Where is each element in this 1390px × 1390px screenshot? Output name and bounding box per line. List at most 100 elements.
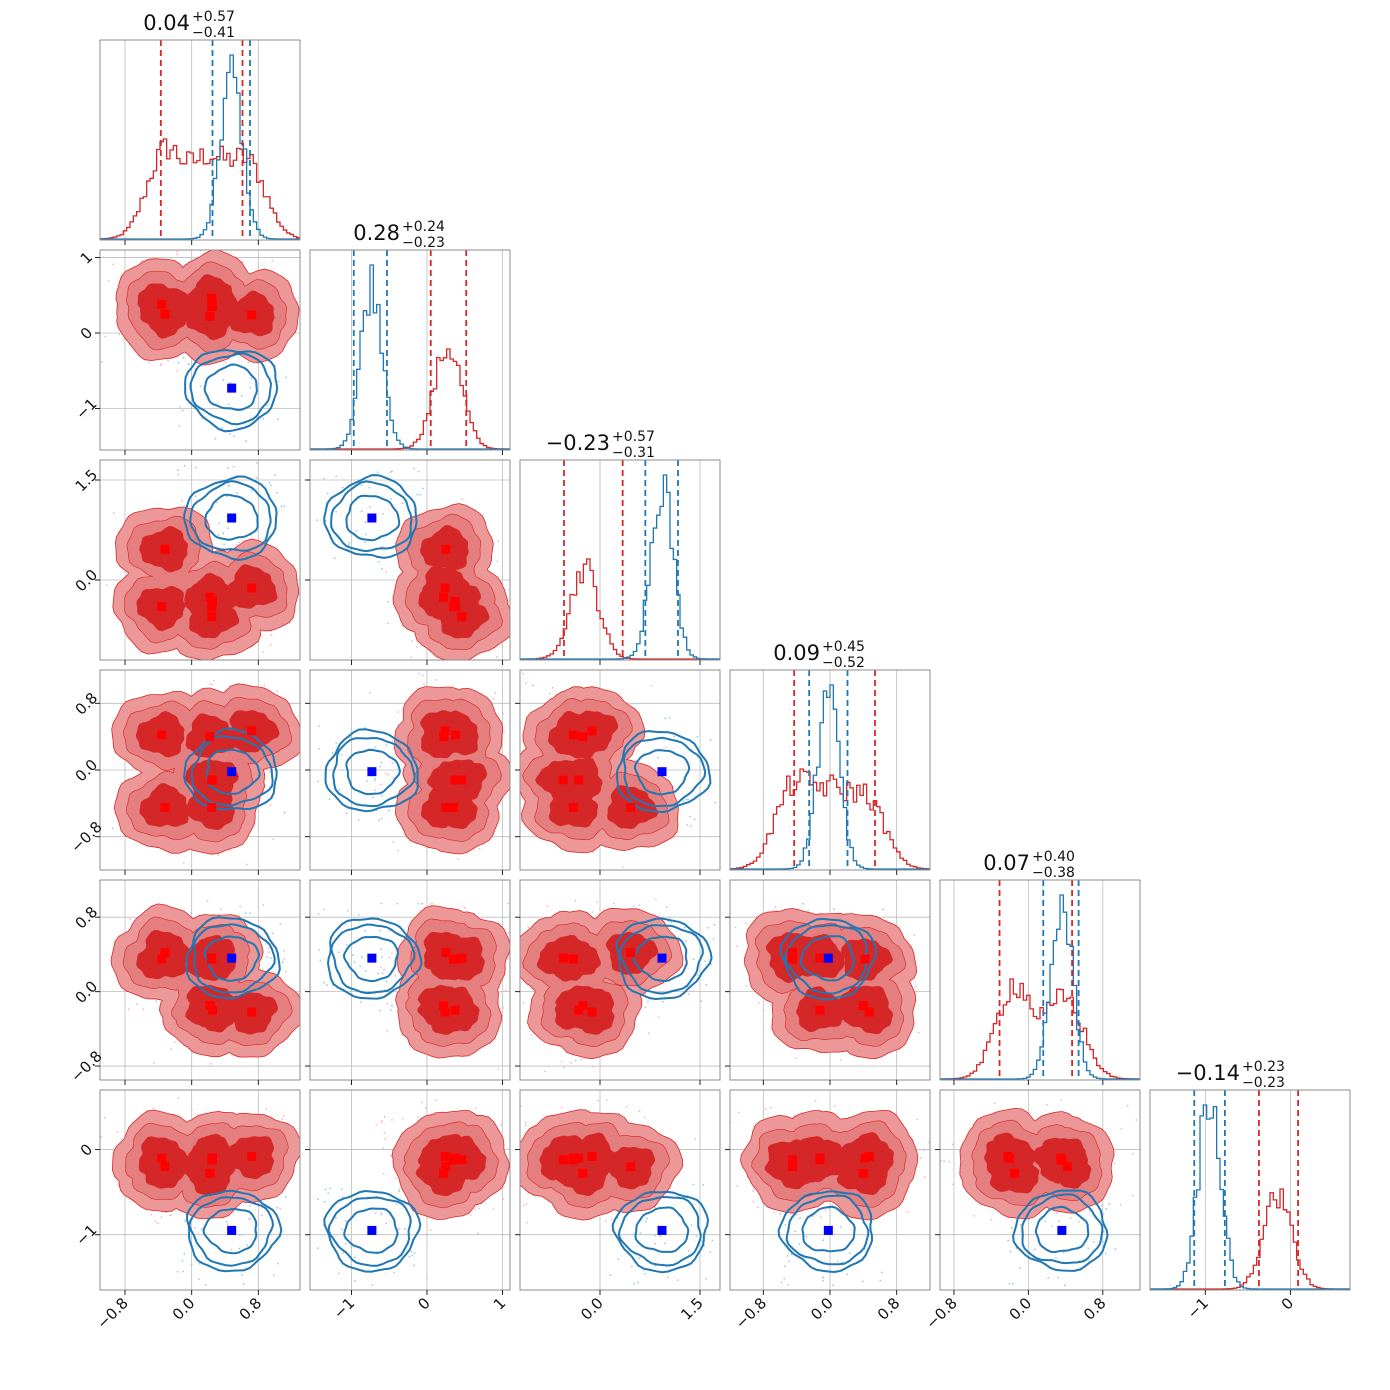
blue-sample-dot xyxy=(692,958,695,961)
blue-sample-dot xyxy=(402,502,404,505)
blue-sample-dot xyxy=(647,1000,649,1003)
scatter-panel-3-0 xyxy=(100,670,300,870)
red-sample-dot xyxy=(241,539,243,542)
blue-sample-dot xyxy=(1114,1248,1117,1250)
blue-sample-dot xyxy=(839,1226,842,1229)
blue-sample-dot xyxy=(417,902,420,905)
red-marker xyxy=(205,1168,215,1178)
x-tick-label: 0.8 xyxy=(1080,1294,1110,1324)
blue-contour-outer xyxy=(779,917,878,1001)
red-sample-dot xyxy=(973,1215,975,1217)
red-sample-dot xyxy=(597,1099,600,1102)
blue-sample-dot xyxy=(323,477,326,480)
blue-sample-dot xyxy=(245,440,247,442)
red-sample-dot xyxy=(502,712,505,715)
blue-sample-dot xyxy=(233,435,236,438)
hist-panel-4 xyxy=(940,880,1140,1080)
red-sample-dot xyxy=(758,1001,760,1004)
red-marker xyxy=(815,1153,825,1163)
blue-contour-mid xyxy=(192,923,276,994)
red-marker xyxy=(207,612,217,622)
blue-sample-dot xyxy=(422,487,424,490)
red-sample-dot xyxy=(915,985,917,988)
blue-sample-dot xyxy=(664,1242,666,1245)
red-marker xyxy=(441,948,451,958)
blue-sample-dot xyxy=(346,909,349,912)
blue-sample-dot xyxy=(848,1252,851,1255)
blue-contour-outer xyxy=(186,1189,283,1273)
blue-sample-dot xyxy=(182,1270,185,1273)
red-sample-dot xyxy=(492,1208,495,1210)
blue-contour-mid xyxy=(330,480,413,553)
blue-contour-mid xyxy=(188,1196,274,1267)
red-sample-dot xyxy=(522,1200,524,1202)
blue-sample-dot xyxy=(181,499,183,502)
blue-sample-dot xyxy=(635,759,637,762)
red-sample-dot xyxy=(523,1204,525,1207)
blue-marker xyxy=(823,1225,833,1235)
red-sample-dot xyxy=(744,922,747,925)
blue-sample-dot xyxy=(317,913,320,915)
blue-sample-dot xyxy=(183,464,186,467)
red-sample-dot xyxy=(795,1057,798,1059)
red-sample-dot xyxy=(96,972,98,974)
blue-sample-dot xyxy=(1007,1239,1009,1242)
blue-sample-dot xyxy=(344,1219,347,1222)
red-histogram xyxy=(730,768,930,870)
blue-sample-dot xyxy=(377,972,379,975)
red-sample-dot xyxy=(194,368,196,370)
red-sample-dot xyxy=(211,683,213,686)
red-sample-dot xyxy=(167,359,170,362)
red-sample-dot xyxy=(100,1136,102,1138)
red-marker xyxy=(1005,1153,1015,1163)
red-sample-dot xyxy=(155,1220,157,1223)
red-sample-dot xyxy=(383,1115,386,1118)
red-sample-dot xyxy=(570,1062,572,1064)
y-tick-label: −1 xyxy=(72,1221,100,1249)
blue-sample-dot xyxy=(642,1269,645,1272)
red-sample-dot xyxy=(101,361,103,363)
red-sample-dot xyxy=(515,953,517,955)
blue-sample-dot xyxy=(266,404,268,406)
blue-sample-dot xyxy=(807,909,809,912)
red-sample-dot xyxy=(1060,1099,1062,1101)
blue-sample-dot xyxy=(283,811,286,814)
blue-sample-dot xyxy=(217,534,220,536)
red-sample-dot xyxy=(127,1008,130,1011)
red-sample-dot xyxy=(648,1032,650,1035)
blue-sample-dot xyxy=(654,1234,656,1237)
red-sample-dot xyxy=(224,361,227,364)
red-marker xyxy=(439,1168,449,1178)
blue-sample-dot xyxy=(364,970,367,972)
blue-sample-dot xyxy=(246,1244,248,1247)
blue-sample-dot xyxy=(368,506,371,508)
blue-sample-dot xyxy=(1057,1276,1060,1279)
blue-sample-dot xyxy=(395,1203,398,1205)
red-sample-dot xyxy=(917,1031,920,1034)
red-marker xyxy=(578,732,588,742)
red-sample-dot xyxy=(389,930,391,932)
scatter-panel-1-0 xyxy=(100,250,300,450)
y-tick-label: 0.8 xyxy=(72,689,102,719)
red-sample-dot xyxy=(461,498,464,501)
red-sample-dot xyxy=(948,1160,950,1163)
red-sample-dot xyxy=(107,280,110,282)
blue-histogram xyxy=(100,54,300,240)
red-sample-dot xyxy=(527,663,529,665)
red-sample-dot xyxy=(1044,1220,1047,1223)
scatter-panel-2-1 xyxy=(310,460,529,665)
red-sample-dot xyxy=(97,562,99,564)
param-title-upper: +0.57 xyxy=(612,429,655,445)
blue-sample-dot xyxy=(411,1254,414,1257)
red-sample-dot xyxy=(391,740,394,742)
blue-sample-dot xyxy=(790,1253,793,1256)
red-sample-dot xyxy=(574,1059,577,1062)
blue-contour-mid xyxy=(189,352,273,426)
red-sample-dot xyxy=(543,1070,546,1073)
red-sample-dot xyxy=(610,1218,613,1221)
blue-sample-dot xyxy=(327,1192,330,1194)
blue-sample-dot xyxy=(331,751,334,754)
blue-contour-outer xyxy=(323,1189,422,1273)
red-sample-dot xyxy=(281,1118,284,1120)
red-marker xyxy=(457,1155,467,1165)
